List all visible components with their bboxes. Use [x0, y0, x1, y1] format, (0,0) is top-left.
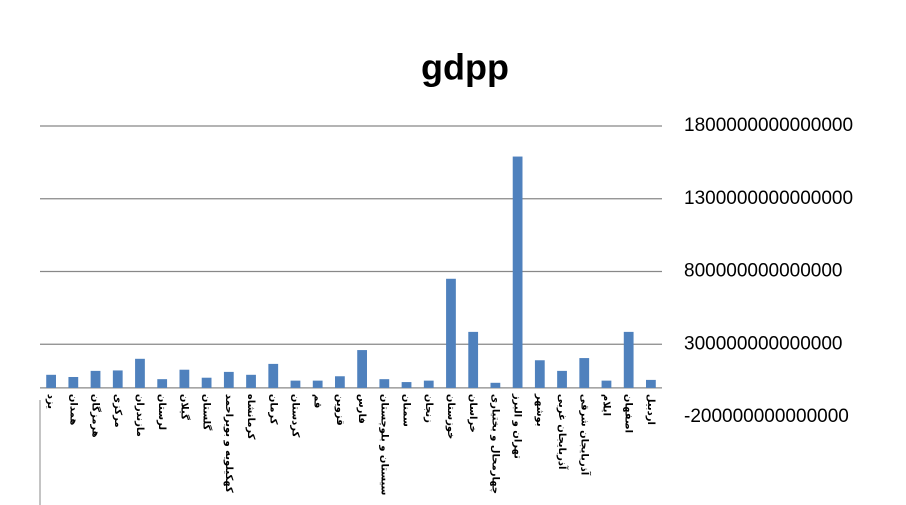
x-tick-label: هرمزگان [90, 394, 103, 438]
x-tick-label: کهکیلویه و بویراحمد [223, 394, 234, 493]
chart-title: gdpp [421, 47, 509, 88]
x-tick-label: یزد [45, 394, 56, 409]
x-tick-label: گلستان [201, 394, 214, 431]
x-tick-label: اصفهان [623, 394, 634, 433]
bar [268, 363, 279, 388]
bar [246, 374, 256, 388]
x-tick-label: کردستان [289, 394, 300, 438]
y-tick-label: -200000000000000 [684, 406, 849, 427]
x-tick-label: کرمان [267, 394, 278, 425]
bar [223, 371, 234, 388]
bar [490, 382, 501, 388]
bar [357, 350, 367, 388]
x-tick-label: خراسان [467, 394, 478, 433]
y-tick-label: 300000000000000 [684, 333, 843, 354]
bar [601, 380, 612, 388]
bar [379, 379, 390, 388]
bar [646, 379, 656, 388]
x-tick-label: تهران و البرز [512, 393, 523, 459]
bar [157, 379, 168, 388]
x-tick-label: چهارمحال و بختیاری [489, 394, 500, 494]
x-tick-label: خوزستان [445, 394, 456, 439]
x-tick-label: کرمانشاه [245, 394, 256, 440]
x-tick-label: سمنان [401, 394, 412, 427]
bar [112, 370, 123, 388]
bar [290, 380, 301, 388]
x-tick-label: زنجان [423, 394, 434, 423]
bar [46, 374, 56, 388]
bar [623, 331, 634, 388]
y-tick-label: 800000000000000 [684, 261, 843, 282]
bar [312, 380, 323, 388]
bar [557, 370, 567, 388]
bar [468, 331, 479, 388]
bar [579, 358, 590, 388]
x-tick-label: لرستان [156, 394, 167, 430]
x-tick-label: مرکزی [112, 394, 123, 428]
x-tick-label: ایلام [600, 394, 611, 416]
bar [179, 369, 190, 388]
x-tick-label: مازندران [134, 394, 145, 437]
x-tick-label: آذربایجان غربی [556, 394, 569, 470]
bar [68, 376, 79, 388]
bar [90, 370, 101, 388]
x-tick-label: گیلان [178, 394, 191, 420]
bar [201, 377, 212, 388]
bar [446, 278, 456, 388]
x-tick-label: قم [312, 394, 323, 408]
bar [512, 156, 523, 388]
bar [335, 376, 345, 388]
y-tick-label: 1800000000000000 [684, 115, 853, 136]
x-tick-label: سیستان و بلوچستان [378, 394, 389, 496]
x-tick-label: اردبیل [645, 394, 656, 425]
bar [401, 382, 412, 388]
y-tick-label: 1300000000000000 [684, 188, 853, 209]
x-tick-label: آذربایجان شرقی [578, 394, 591, 476]
x-tick-label: همدان [67, 394, 78, 425]
bar [423, 380, 434, 388]
x-tick-label: قزوین [334, 394, 345, 426]
x-tick-label: فارس [356, 394, 367, 424]
bar [534, 360, 545, 388]
x-tick-label: بوشهر [534, 393, 545, 427]
bar [135, 358, 145, 388]
